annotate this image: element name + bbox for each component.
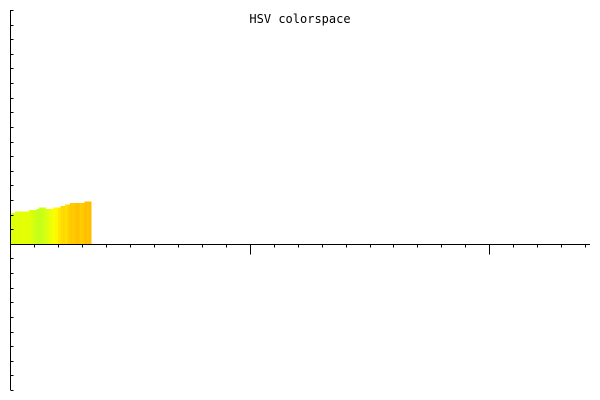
histogram-bar bbox=[12, 213, 15, 244]
histogram-bar bbox=[21, 211, 25, 244]
histogram-bar bbox=[41, 207, 44, 244]
histogram-bar bbox=[24, 211, 27, 244]
chart-title: HSV colorspace bbox=[249, 12, 350, 26]
histogram-bar bbox=[55, 207, 58, 244]
histogram-bar bbox=[10, 213, 13, 244]
histogram-bar bbox=[81, 202, 85, 244]
histogram-bar bbox=[79, 202, 82, 244]
histogram-bar bbox=[50, 208, 54, 244]
histogram-bar bbox=[17, 211, 20, 244]
axes bbox=[10, 10, 590, 390]
histogram-bar bbox=[36, 208, 39, 244]
x-axis-ticks bbox=[10, 244, 586, 255]
histogram-bar bbox=[31, 210, 34, 244]
histogram-bar bbox=[43, 207, 46, 244]
histogram-bar bbox=[69, 202, 73, 244]
histogram-bar bbox=[33, 210, 37, 244]
histogram-bar bbox=[45, 208, 49, 244]
histogram-bar bbox=[77, 202, 80, 244]
histogram-bar bbox=[53, 207, 56, 244]
histogram-bar bbox=[84, 201, 87, 244]
histogram-bar bbox=[86, 201, 90, 244]
y-axis-ticks bbox=[10, 10, 14, 391]
histogram-bar bbox=[29, 210, 32, 244]
histogram-bar bbox=[89, 201, 92, 244]
histogram-bar bbox=[72, 202, 75, 244]
bars-layer bbox=[10, 201, 92, 244]
histogram-bar bbox=[26, 211, 30, 244]
histogram-bar bbox=[48, 208, 51, 244]
histogram-bar bbox=[65, 204, 68, 244]
histogram-bar bbox=[60, 205, 63, 244]
histogram-bar bbox=[19, 211, 22, 244]
histogram-bar bbox=[14, 211, 18, 244]
histogram-bar bbox=[62, 205, 66, 244]
histogram-bar bbox=[74, 202, 78, 244]
histogram-bar bbox=[38, 207, 42, 244]
histogram-bar bbox=[67, 204, 70, 244]
histogram-bar bbox=[57, 207, 61, 244]
